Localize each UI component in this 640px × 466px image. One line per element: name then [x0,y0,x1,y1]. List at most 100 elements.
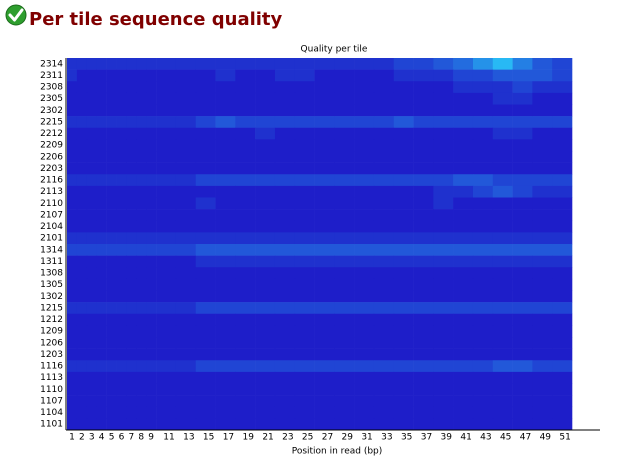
x-tick-label: 51 [559,433,570,443]
heatmap-cell [373,383,395,396]
heatmap-cell [472,418,494,431]
heatmap-cell [492,337,513,349]
heatmap-cell [393,255,414,268]
heatmap-cell [512,127,533,140]
heatmap-cell [96,348,107,361]
heatmap-cell [314,197,335,210]
heatmap-cell [492,371,513,384]
heatmap-cell [472,220,494,233]
heatmap-cell [453,244,474,256]
heatmap-cell [136,185,147,198]
heatmap-cell [413,360,434,373]
heatmap-cell [393,302,414,315]
heatmap-cell [512,116,533,129]
heatmap-cell [512,383,533,396]
y-tick-label: 1101 [40,420,63,430]
heatmap-cell [136,127,147,140]
heatmap-cell [314,127,335,140]
heatmap-cell [532,267,553,280]
heatmap-cell [175,92,197,105]
heatmap-cell [215,313,236,326]
heatmap-cell [433,348,454,361]
heatmap-cell [195,209,216,222]
heatmap-cell [334,395,355,408]
y-tick-label: 1116 [40,362,63,372]
heatmap-cell [255,81,276,94]
heatmap-cell [215,337,236,349]
heatmap-cell [96,81,107,94]
heatmap-cell [126,302,137,315]
heatmap-cell [235,185,256,198]
heatmap-cell [433,92,454,105]
heatmap-cell [136,406,147,419]
heatmap-cell [393,92,414,105]
heatmap-cell [334,360,355,373]
heatmap-cell [453,406,474,419]
heatmap-cell [76,92,88,105]
heatmap-cell [156,337,177,349]
heatmap-cell [136,360,147,373]
heatmap-cell [255,197,276,210]
heatmap-cell [106,69,117,82]
heatmap-cell [373,278,395,291]
heatmap-cell [126,371,137,384]
heatmap-cell [136,255,147,268]
heatmap-cell [532,162,553,175]
heatmap-cell [274,139,296,152]
heatmap-cell [314,267,335,280]
heatmap-cell [294,174,315,187]
heatmap-cell [552,348,573,361]
heatmap-cell [86,209,98,222]
heatmap-cell [67,383,78,396]
heatmap-cell [76,232,88,245]
heatmap-cell [86,244,98,256]
heatmap-cell [116,232,127,245]
x-tick-label: 17 [223,433,234,443]
heatmap-cell [67,313,78,326]
heatmap-cell [116,418,127,431]
heatmap-cell [195,313,216,326]
x-tick-label: 41 [460,433,471,443]
heatmap-cell [67,92,78,105]
heatmap-cell [116,92,127,105]
heatmap-cell [393,267,414,280]
heatmap-cell [126,174,137,187]
heatmap-cell [512,69,533,82]
heatmap-cell [136,418,147,431]
pass-icon [5,4,27,26]
heatmap-cell [195,92,216,105]
heatmap-cell [373,337,395,349]
heatmap-cell [274,383,296,396]
heatmap-cell [373,116,395,129]
x-tick-label: 31 [361,433,372,443]
heatmap-cell [393,278,414,291]
heatmap-cell [136,383,147,396]
heatmap-cell [492,302,513,315]
heatmap-cell [175,325,197,338]
heatmap-cell [156,81,177,94]
heatmap-cell [453,58,474,70]
y-tick-label: 2116 [40,176,63,186]
heatmap-cell [146,104,157,117]
x-tick-label: 39 [441,433,453,443]
heatmap-cell [106,92,117,105]
heatmap-cell [472,360,494,373]
heatmap-cell [472,69,494,82]
heatmap-cell [255,337,276,349]
x-tick-label: 33 [381,433,392,443]
heatmap-cell [67,174,78,187]
heatmap-cell [106,139,117,152]
heatmap-cell [354,139,375,152]
heatmap-cell [156,348,177,361]
heatmap-cell [532,185,553,198]
heatmap-cell [512,104,533,117]
heatmap-cell [146,383,157,396]
heatmap-cell [86,383,98,396]
heatmap-cell [512,278,533,291]
heatmap-cell [76,325,88,338]
heatmap-cell [255,395,276,408]
heatmap-cell [116,255,127,268]
heatmap-cell [334,418,355,431]
heatmap-cell [116,406,127,419]
heatmap-cell [334,302,355,315]
